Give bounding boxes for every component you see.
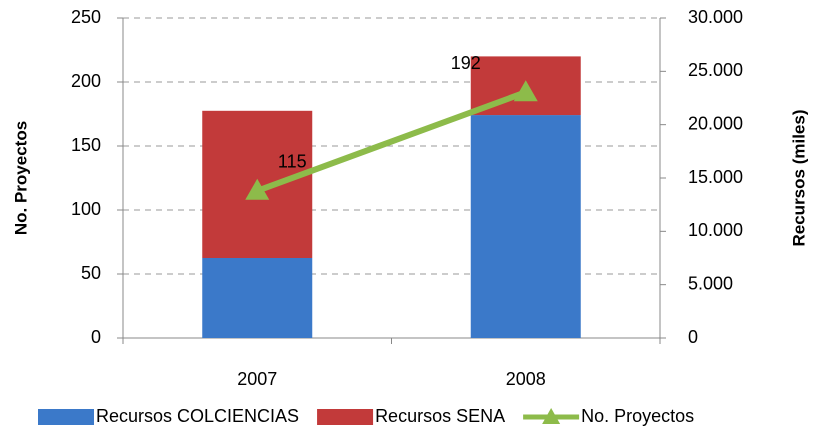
legend-swatch xyxy=(38,409,94,425)
y2-tick-label: 15.000 xyxy=(688,167,743,187)
y-tick-label: 100 xyxy=(71,199,101,219)
marker xyxy=(245,178,270,200)
y2-axis-title: Recursos (miles) xyxy=(789,110,808,247)
line xyxy=(256,89,527,194)
y2-tick-label: 25.000 xyxy=(688,60,743,80)
bar xyxy=(202,258,313,338)
y-tick-label: 150 xyxy=(71,135,101,155)
x-tick-label: 2008 xyxy=(506,369,546,389)
y2-tick-label: 5.000 xyxy=(688,273,733,293)
legend-label: No. Proyectos xyxy=(581,406,694,426)
y2-tick-label: 0 xyxy=(688,327,698,347)
data-label: 115 xyxy=(278,152,307,172)
y2-tick-label: 10.000 xyxy=(688,220,743,240)
y-tick-label: 0 xyxy=(91,327,101,347)
y-tick-label: 50 xyxy=(81,263,101,283)
legend-label: Recursos SENA xyxy=(375,406,505,426)
data-label: 192 xyxy=(451,53,481,73)
y-tick-label: 200 xyxy=(71,71,101,91)
x-tick-label: 2007 xyxy=(237,369,277,389)
y-axis-title: No. Proyectos xyxy=(11,121,30,235)
bar xyxy=(470,115,581,338)
y-tick-label: 250 xyxy=(71,7,101,27)
legend-label: Recursos COLCIENCIAS xyxy=(96,406,299,426)
legend-marker xyxy=(542,408,561,424)
y2-tick-label: 20.000 xyxy=(688,113,743,133)
legend-swatch xyxy=(317,409,374,425)
y2-tick-label: 30.000 xyxy=(688,7,743,27)
marker xyxy=(513,80,538,102)
